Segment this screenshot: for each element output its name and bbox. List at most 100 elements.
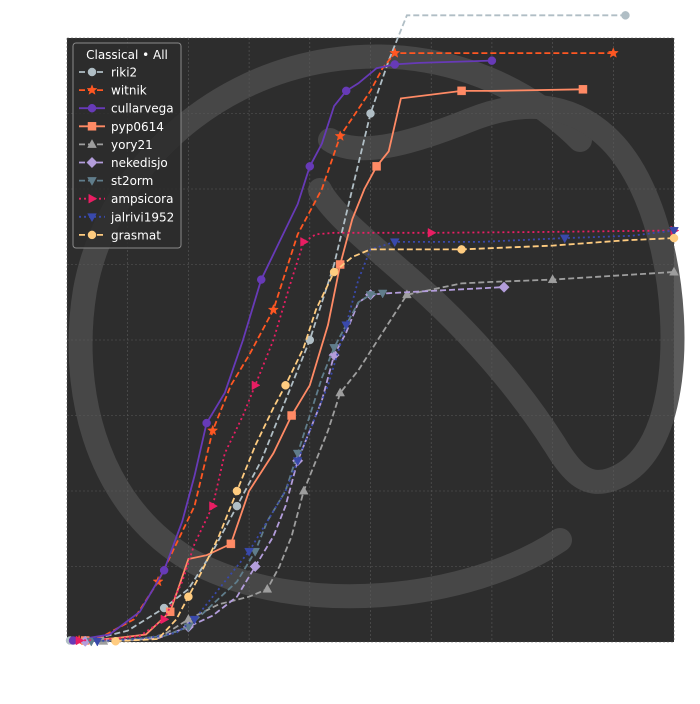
data-point bbox=[249, 560, 261, 573]
legend-label: st2orm bbox=[111, 174, 153, 188]
series-line-witnik bbox=[78, 52, 614, 642]
data-point bbox=[372, 162, 381, 171]
series-lines bbox=[65, 11, 680, 647]
series-line-st2orm bbox=[91, 292, 383, 643]
data-point bbox=[226, 539, 236, 549]
legend-marker bbox=[87, 103, 97, 113]
data-point bbox=[256, 275, 266, 284]
legend-label: grasmat bbox=[111, 228, 161, 242]
data-point bbox=[92, 637, 103, 647]
data-point bbox=[389, 47, 401, 58]
series-grasmat bbox=[111, 233, 679, 646]
data-point bbox=[209, 501, 218, 511]
data-point bbox=[165, 607, 175, 617]
legend-label: nekedisjo bbox=[111, 156, 168, 170]
data-point bbox=[457, 86, 466, 96]
legend-marker bbox=[87, 139, 97, 148]
legend-entry-jalrivi1952: jalrivi1952 bbox=[79, 210, 174, 224]
data-point bbox=[498, 281, 510, 293]
legend-label: witnik bbox=[111, 84, 147, 98]
legend-label: pyp0614 bbox=[111, 120, 164, 134]
data-point bbox=[207, 424, 219, 436]
series-line-cullarvega bbox=[72, 59, 492, 642]
legend-marker bbox=[87, 230, 97, 240]
data-point bbox=[232, 501, 242, 511]
series-line-pyp0614 bbox=[85, 88, 583, 642]
data-point bbox=[669, 227, 679, 236]
data-point bbox=[287, 411, 296, 420]
data-point bbox=[232, 486, 242, 496]
legend-marker bbox=[86, 84, 98, 95]
legend-title: Classical • All bbox=[86, 48, 168, 62]
legend-entry-nekedisjo: nekedisjo bbox=[79, 156, 168, 170]
data-point bbox=[305, 162, 315, 171]
data-point bbox=[329, 344, 339, 353]
data-point bbox=[669, 233, 679, 243]
legend-label: riki2 bbox=[111, 66, 137, 80]
data-point bbox=[298, 485, 309, 495]
data-point bbox=[250, 547, 260, 557]
data-point bbox=[621, 11, 630, 20]
data-point bbox=[251, 380, 261, 391]
legend-entry-witnik: witnik bbox=[79, 84, 147, 98]
data-point bbox=[262, 583, 273, 593]
data-point bbox=[292, 449, 303, 459]
data-point bbox=[75, 635, 85, 646]
legend-label: cullarvega bbox=[111, 102, 174, 116]
legend-marker bbox=[87, 67, 97, 77]
series-cullarvega bbox=[68, 56, 497, 645]
legend-entry-grasmat: grasmat bbox=[79, 228, 161, 242]
legend-box bbox=[72, 42, 182, 249]
data-point bbox=[335, 387, 345, 397]
data-point bbox=[487, 56, 497, 65]
data-point bbox=[86, 637, 97, 647]
legend-entry-cullarvega: cullarvega bbox=[79, 102, 174, 116]
data-point bbox=[457, 245, 466, 254]
legend-entry-riki2: riki2 bbox=[79, 66, 137, 80]
data-point bbox=[669, 266, 679, 276]
data-point bbox=[365, 291, 376, 301]
data-point bbox=[341, 86, 351, 96]
data-point bbox=[402, 289, 412, 299]
data-point bbox=[390, 60, 400, 69]
legend-label: yory21 bbox=[111, 138, 153, 152]
data-point bbox=[547, 274, 558, 284]
data-point bbox=[244, 547, 254, 557]
series-line-jalrivi1952 bbox=[97, 229, 675, 643]
data-point bbox=[267, 303, 279, 315]
data-point bbox=[159, 566, 169, 575]
data-point bbox=[292, 457, 303, 467]
data-point bbox=[559, 234, 570, 244]
legend-entry-pyp0614: pyp0614 bbox=[79, 120, 164, 134]
series-line-ampsicora bbox=[79, 229, 675, 642]
legend-entry-ampsicora: ampsicora bbox=[79, 192, 173, 206]
legend: Classical • All riki2 witnik cullarvega pyp… bbox=[72, 42, 182, 249]
legend-entry-st2orm: st2orm bbox=[79, 174, 153, 188]
legend-entry-yory21: yory21 bbox=[79, 138, 153, 152]
data-point bbox=[607, 47, 619, 58]
data-point bbox=[305, 335, 315, 345]
data-point bbox=[334, 130, 346, 142]
legend-marker bbox=[86, 156, 98, 169]
legend-marker bbox=[87, 177, 97, 186]
data-point bbox=[341, 321, 352, 331]
data-point bbox=[281, 381, 290, 390]
data-point bbox=[111, 636, 120, 646]
data-point bbox=[389, 238, 400, 248]
legend-marker bbox=[88, 193, 98, 204]
data-point bbox=[160, 614, 170, 625]
data-point bbox=[377, 289, 388, 299]
data-point bbox=[427, 227, 437, 238]
data-point bbox=[366, 109, 375, 118]
data-point bbox=[578, 85, 588, 94]
legend-label: ampsicora bbox=[111, 192, 173, 206]
data-point bbox=[184, 592, 193, 601]
data-point bbox=[189, 615, 200, 625]
data-point bbox=[329, 267, 339, 277]
data-point bbox=[202, 418, 211, 428]
legend-marker bbox=[87, 213, 97, 223]
data-point bbox=[300, 237, 310, 247]
series-jalrivi1952 bbox=[92, 227, 679, 647]
